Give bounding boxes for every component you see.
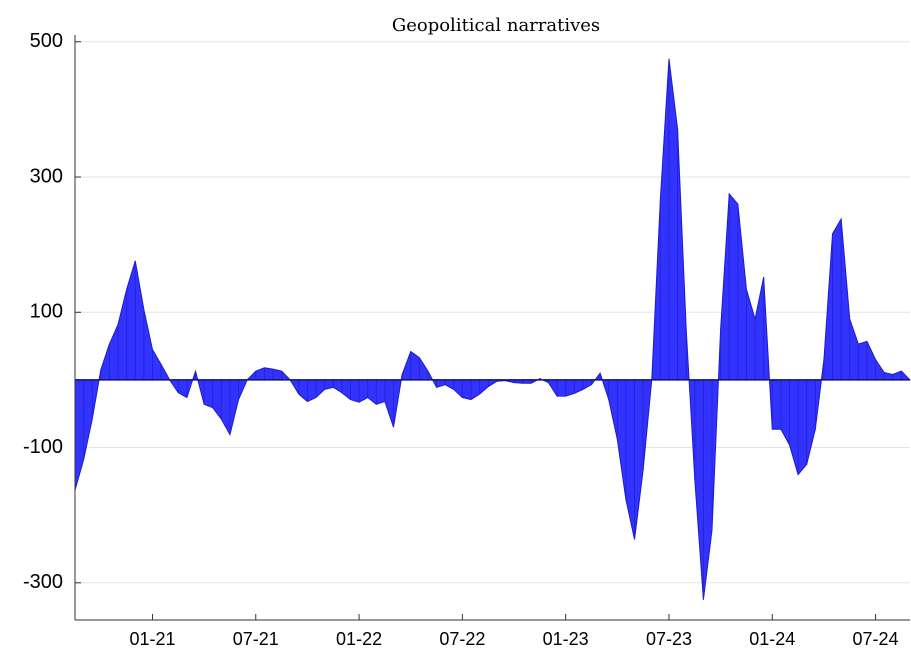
x-tick-label: 01-21 (129, 629, 175, 649)
x-tick-label: 07-23 (646, 629, 692, 649)
area (74, 58, 911, 600)
x-tick-label: 07-22 (439, 629, 485, 649)
chart-title: Geopolitical narratives (392, 15, 600, 36)
x-tick-label: 01-23 (543, 629, 589, 649)
y-tick-label: 500 (30, 30, 63, 52)
y-tick-label: 100 (30, 301, 63, 323)
y-tick-label: -100 (23, 436, 63, 458)
x-tick-label: 07-24 (853, 629, 899, 649)
x-tick-label: 01-24 (749, 629, 795, 649)
y-tick-label: -300 (23, 571, 63, 593)
x-tick-label: 07-21 (233, 629, 279, 649)
x-tick-label: 01-22 (336, 629, 382, 649)
y-tick-label: 300 (30, 165, 63, 187)
